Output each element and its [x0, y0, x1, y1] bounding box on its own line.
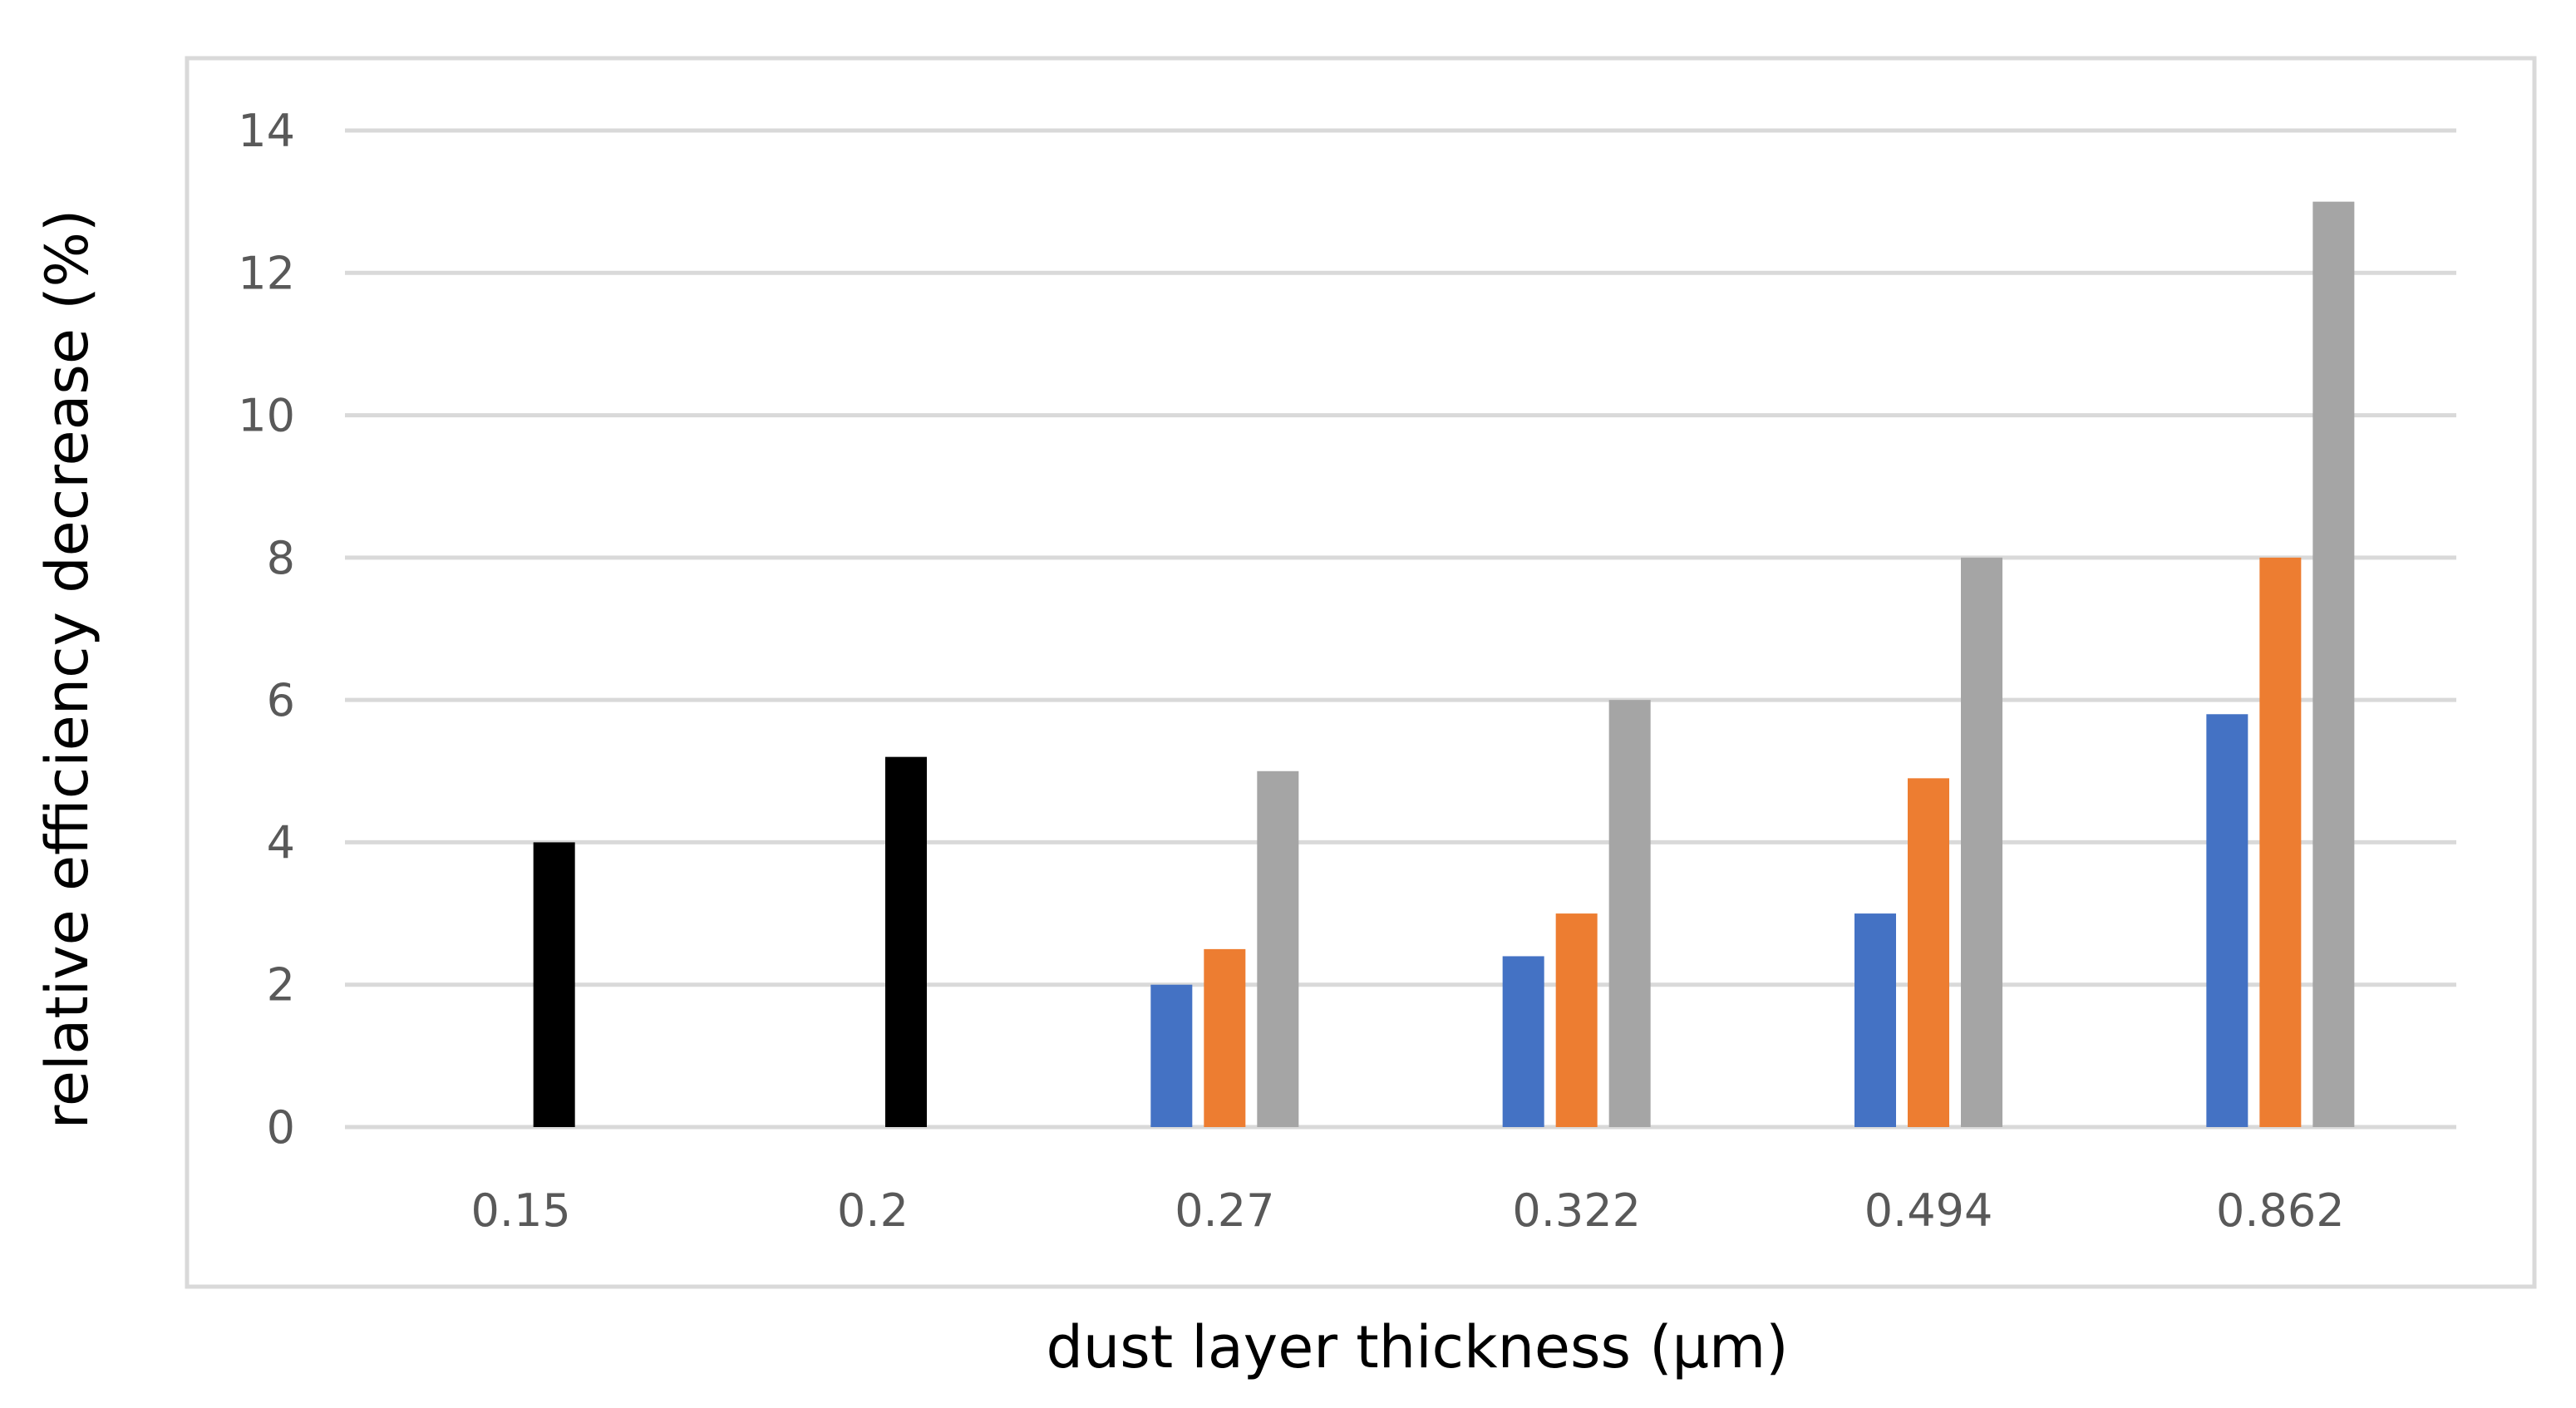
y-tick-label: 8 [267, 532, 295, 584]
x-tick-label: 0.2 [837, 1184, 909, 1237]
x-tick-label: 0.862 [2216, 1184, 2345, 1237]
bar-series-3-0.494 [1908, 778, 1949, 1127]
bar-series-3-0.862 [2259, 557, 2302, 1127]
y-tick-label: 14 [238, 105, 295, 157]
x-tick-label: 0.15 [471, 1184, 571, 1237]
x-axis-title: dust layer thickness (μm) [1046, 1313, 1788, 1381]
bar-series-3-0.322 [1555, 913, 1598, 1127]
bar-series-1-0.15 [533, 842, 575, 1127]
bar-series-2-0.862 [2206, 714, 2248, 1127]
y-tick-label: 4 [267, 816, 295, 869]
x-tick-label: 0.494 [1864, 1184, 1993, 1237]
y-axis-title: relative efficiency decrease (%) [33, 209, 101, 1130]
chart-area-border [185, 56, 2537, 1289]
bar-series-4-0.27 [1257, 770, 1299, 1127]
bar-series-4-0.322 [1608, 700, 1651, 1127]
y-tick-label: 10 [238, 390, 295, 442]
y-tick-label: 12 [238, 247, 295, 299]
bar-series-2-0.27 [1150, 984, 1193, 1127]
y-tick-label: 2 [267, 959, 295, 1012]
bar-series-4-0.494 [1961, 557, 2002, 1127]
bar-series-1-0.2 [885, 756, 927, 1127]
bar-series-2-0.494 [1854, 913, 1896, 1127]
bar-series-3-0.27 [1204, 948, 1246, 1127]
y-axis-ticks: 0 2 4 6 8 10 12 14 [238, 105, 295, 1154]
y-tick-label: 0 [267, 1101, 295, 1154]
x-tick-label: 0.322 [1512, 1184, 1641, 1237]
y-tick-label: 6 [267, 674, 295, 726]
bar-series-4-0.862 [2312, 201, 2355, 1128]
bar-series-2-0.322 [1502, 956, 1544, 1127]
x-tick-label: 0.27 [1175, 1184, 1274, 1237]
gridlines [345, 128, 2456, 1130]
bars [533, 201, 2355, 1128]
x-axis-ticks: 0.15 0.2 0.27 0.322 0.494 0.862 [471, 1184, 2345, 1237]
